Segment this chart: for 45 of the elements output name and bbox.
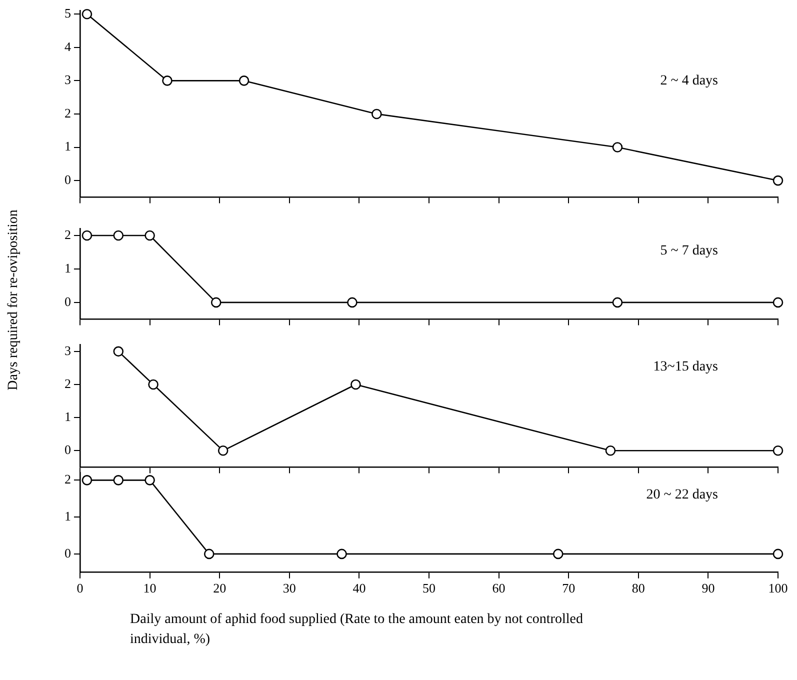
- y-tick-label: 1: [64, 138, 71, 154]
- point: [82, 8, 92, 20]
- point: [772, 446, 784, 456]
- x-tick-label: 70: [562, 580, 576, 596]
- x-tick-label: 20: [213, 580, 226, 596]
- point: [218, 446, 228, 456]
- x-tick-label: 100: [768, 580, 788, 596]
- point: [772, 175, 784, 186]
- point: [238, 76, 250, 86]
- y-tick-label: 5: [64, 6, 71, 21]
- point: [612, 142, 623, 152]
- x-tick-label: 10: [143, 580, 156, 596]
- x-tick-label: 60: [492, 580, 506, 596]
- y-tick-label: 2: [64, 226, 71, 242]
- y-tick-label: 1: [64, 508, 71, 524]
- annotation: 13~15 days: [653, 359, 718, 374]
- y-tick-label: 3: [64, 342, 71, 358]
- annotation: 20 ~ 22 days: [646, 487, 718, 502]
- y-axis-title: Days required for re-oviposition: [6, 210, 22, 390]
- x-tick-label: 90: [702, 580, 715, 596]
- point: [148, 379, 158, 390]
- y-tick-label: 4: [64, 38, 72, 54]
- y-tick-label: 2: [64, 472, 71, 487]
- x-tick-label: 30: [282, 580, 296, 596]
- point: [350, 379, 361, 390]
- x-tick-label: 80: [632, 580, 645, 596]
- point: [605, 446, 616, 456]
- y-tick-label: 1: [64, 260, 71, 276]
- y-tick-label: 2: [64, 376, 71, 391]
- y-tick-label: 0: [64, 442, 71, 458]
- y-tick-label: 1: [64, 409, 71, 424]
- y-tick-label: 0: [64, 172, 71, 187]
- y-tick-label: 2: [64, 105, 71, 120]
- point: [162, 76, 172, 86]
- point: [372, 108, 382, 120]
- y-tick-label: 0: [64, 294, 71, 309]
- annotation: 2 ~ 4 days: [660, 73, 718, 88]
- x-axis-title: Daily amount of aphid food supplied (Rate to the amount eaten by not controlled individual, %): [130, 611, 584, 649]
- annotation: 5 ~ 7 days: [660, 243, 718, 258]
- x-tick-label: 50: [422, 580, 436, 596]
- y-tick-label: 3: [64, 72, 71, 88]
- x-tick-label: 0: [76, 580, 84, 596]
- point: [113, 346, 124, 357]
- x-tick-label: 40: [352, 580, 366, 596]
- y-tick-label: 0: [64, 545, 71, 560]
